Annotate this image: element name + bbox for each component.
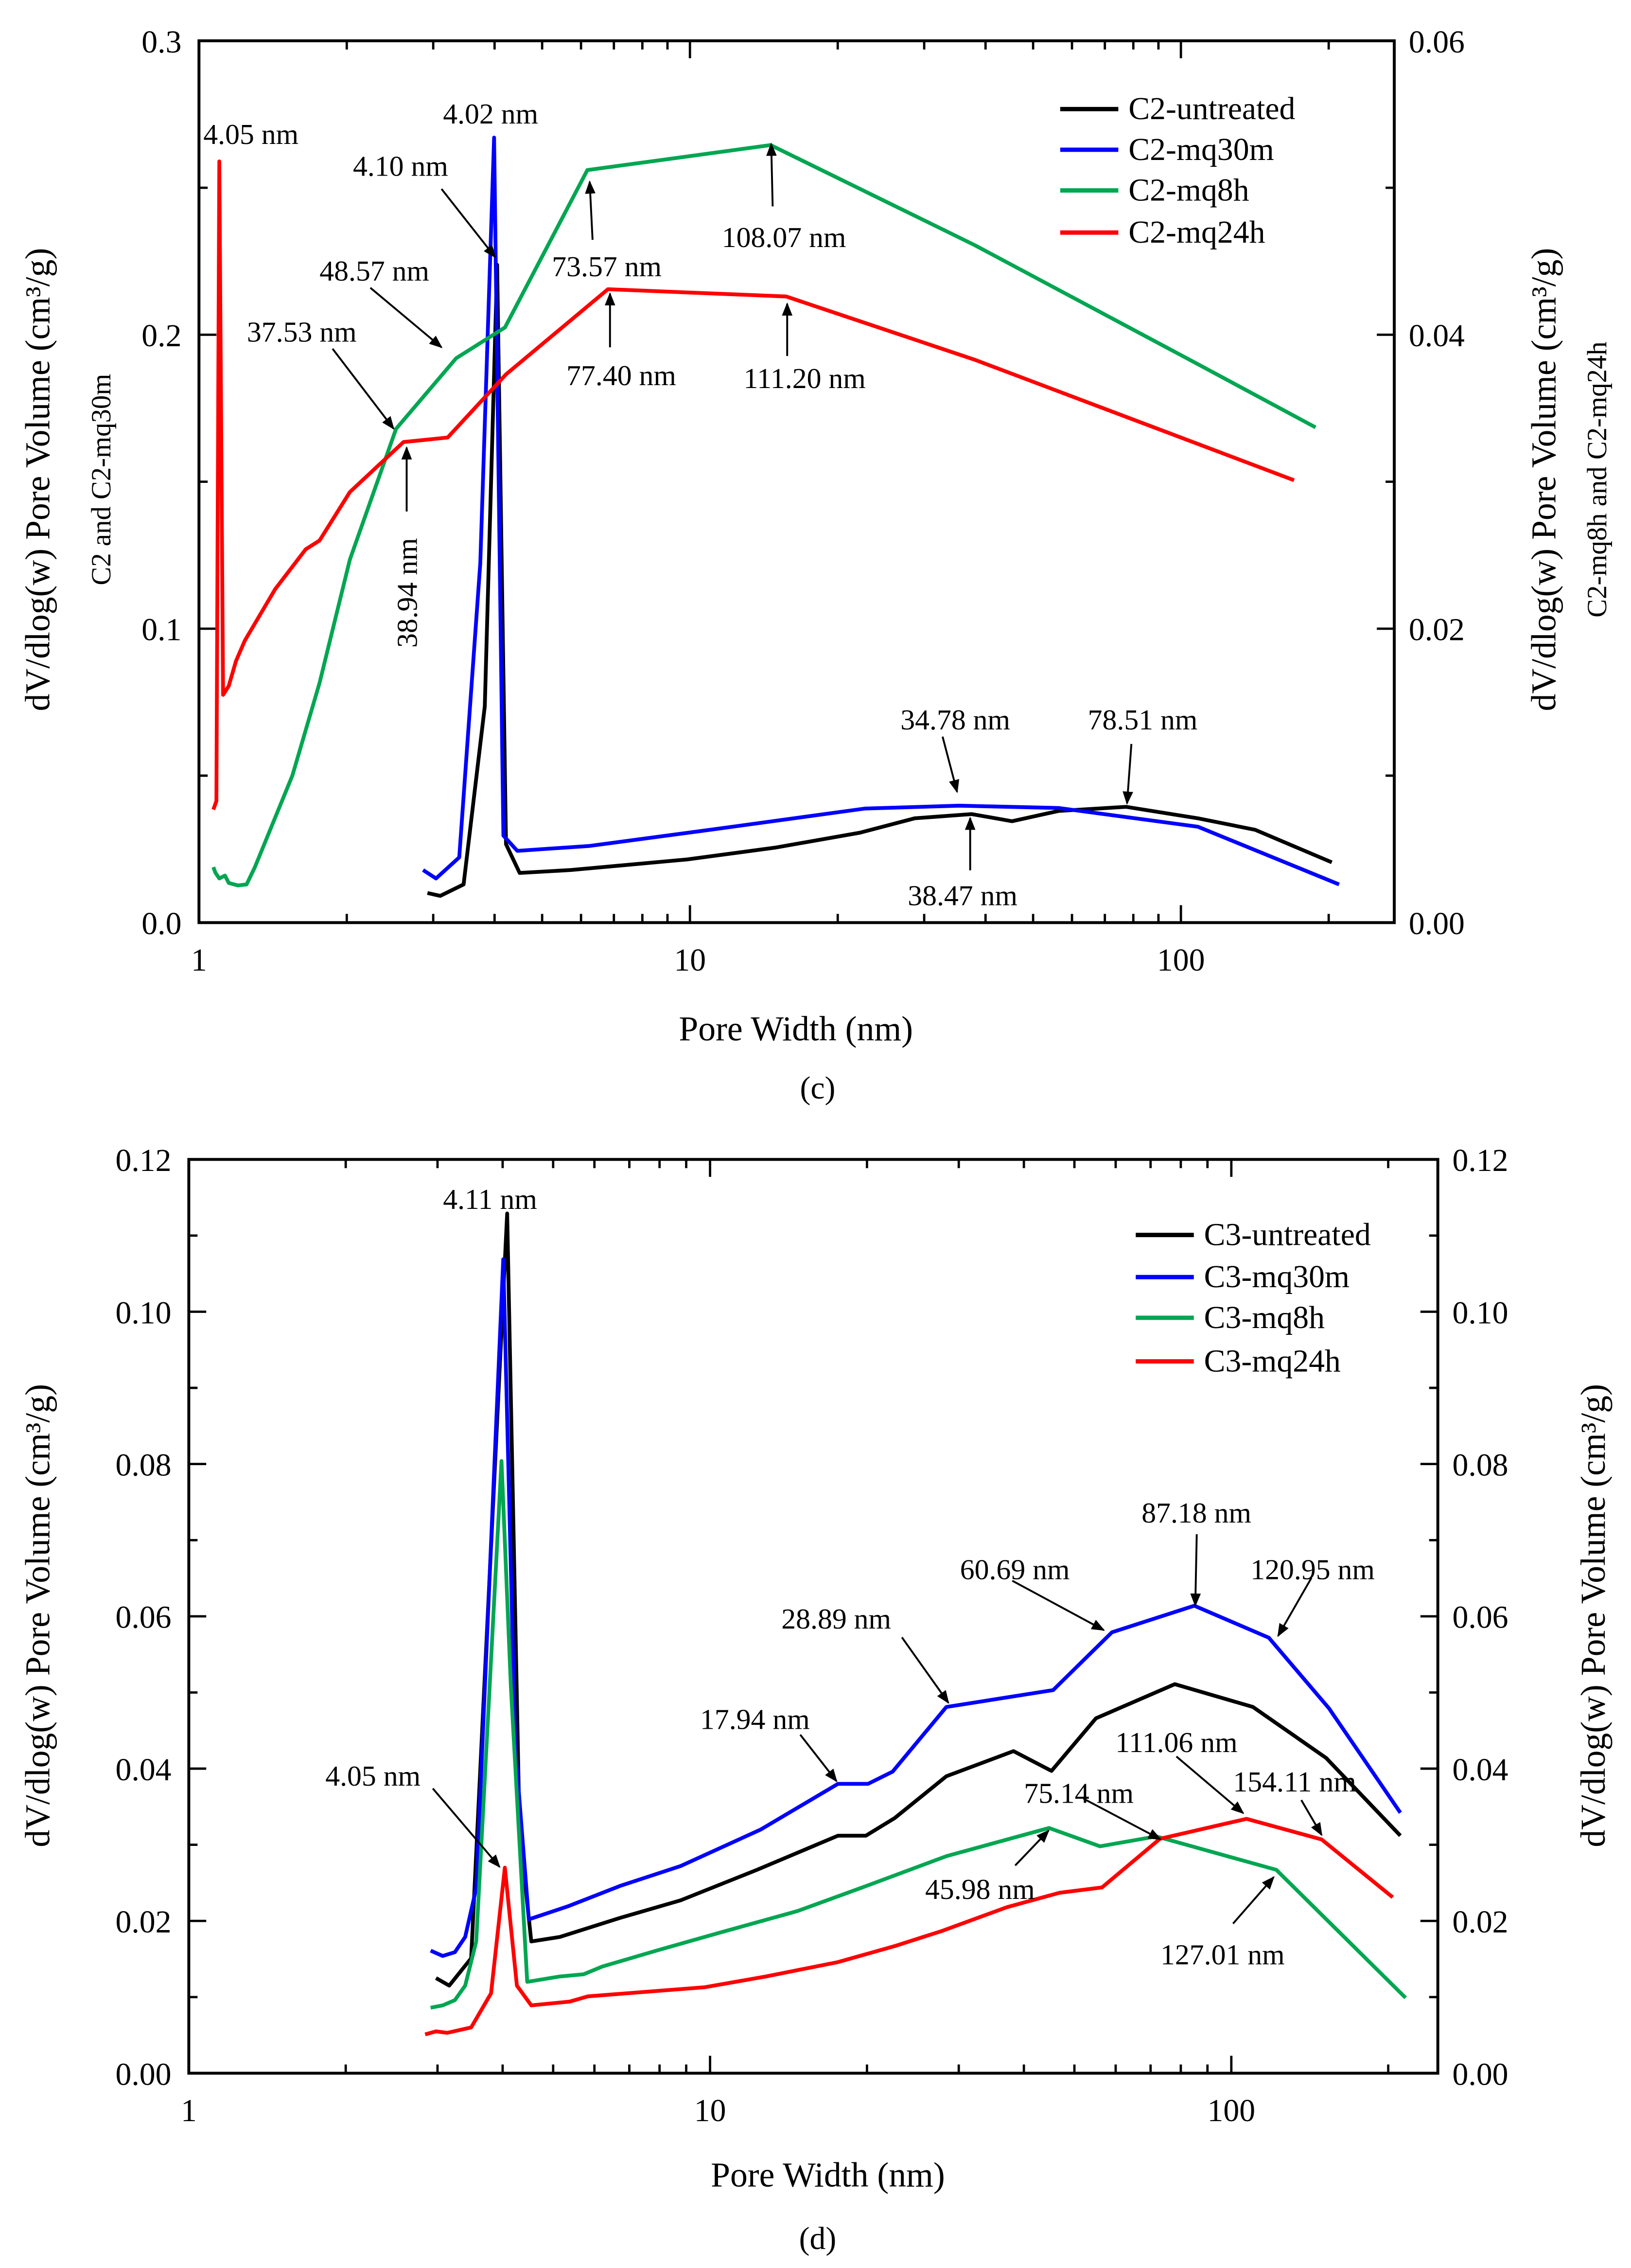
annotation-label: 108.07 nm [722,221,846,253]
annotation-arrow [585,180,596,240]
series-line-c3-untreated [435,1211,1402,1988]
y-right-tick-label: 0.00 [1453,2056,1508,2092]
annotation-label: 4.10 nm [353,150,448,182]
series-line-c2-untreated [427,263,1333,898]
series-line-c2-mq30m [422,135,1340,886]
annotation-label: 111.20 nm [744,362,866,394]
annotation-arrow [332,348,395,430]
y-left-tick-label: 0.3 [141,24,181,60]
annotation-label: 60.69 nm [960,1554,1070,1586]
annotation-label: 87.18 nm [1141,1497,1251,1529]
annotation-arrow [1232,1876,1275,1925]
annotation-arrow [1175,1755,1245,1814]
annotation-arrow [1300,1799,1323,1836]
legend-label: C2-mq30m [1128,132,1274,167]
legend-label: C3-mq30m [1204,1259,1350,1294]
panel-caption: (d) [799,2221,837,2256]
annotation-arrow [1277,1577,1313,1637]
annotation-arrow [1122,744,1133,805]
annotation-arrow [369,287,443,348]
annotation-arrow [1012,1579,1105,1631]
x-tick-label: 10 [674,942,706,978]
x-tick-label: 100 [1208,2093,1256,2128]
y-right-tick-label: 0.04 [1409,318,1465,354]
x-tick-label: 10 [694,2093,726,2128]
y-right-tick-label: 0.02 [1409,612,1465,648]
annotation-label: 45.98 nm [925,1873,1035,1905]
annotation-arrow [766,142,777,207]
annotation-label: 4.05 nm [325,1760,421,1792]
y-left-tick-label: 0.2 [141,318,181,354]
annotation-label: 4.11 nm [443,1183,537,1215]
annotation-label: 75.14 nm [1024,1777,1134,1809]
annotation-label: 127.01 nm [1160,1938,1285,1970]
y-left-tick-label: 0.04 [116,1752,172,1788]
y-left-tick-label: 0.1 [141,612,181,648]
y-left-axis-title: dV/dlog(w) Pore Volume (cm³/g) [18,248,57,711]
annotation-label: 17.94 nm [700,1703,810,1735]
annotation-label: 73.57 nm [552,250,662,283]
y-left-tick-label: 0.10 [116,1295,172,1330]
annotation-arrow [1190,1534,1201,1607]
y-right-tick-label: 0.10 [1453,1295,1508,1330]
annotation-label: 111.06 nm [1115,1726,1237,1758]
y-right-tick-label: 0.02 [1453,1904,1508,1940]
y-left-axis-title: dV/dlog(w) Pore Volume (cm³/g) [18,1384,57,1847]
annotation-arrow [1014,1829,1050,1866]
y-right-axis-title: dV/dlog(w) Pore Volume (cm³/g) [1525,248,1563,711]
y-right-tick-label: 0.08 [1453,1448,1508,1483]
panel-caption: (c) [800,1070,836,1106]
annotation-label: 78.51 nm [1088,704,1198,736]
x-tick-label: 100 [1157,942,1205,978]
y-right-axis-subtitle: C2-mq8h and C2-mq24h [1582,341,1613,617]
annotation-arrow [1083,1798,1162,1841]
annotation-label: 48.57 nm [319,255,429,287]
annotation-label: 4.05 nm [203,118,298,150]
legend-label: C2-untreated [1128,91,1295,126]
x-tick-label: 1 [181,2093,197,2128]
y-left-tick-label: 0.02 [116,1904,172,1940]
legend-label: C3-untreated [1204,1217,1371,1253]
annotation-arrow [799,1734,838,1783]
annotation-label: 77.40 nm [566,359,676,391]
y-right-tick-label: 0.06 [1409,24,1465,60]
annotation-arrow [432,1788,501,1868]
annotation-label: 34.78 nm [900,704,1010,736]
y-left-tick-label: 0.06 [116,1600,172,1635]
legend-label: C3-mq8h [1204,1300,1325,1335]
chart-panel-d: 1 10 100 0.00 0.02 0.04 0.06 0.08 0.10 0.12 0.00 0.… [18,1143,1613,2256]
legend-label: C2-mq24h [1128,214,1265,250]
annotation-label: 28.89 nm [781,1603,891,1635]
x-axis-title: Pore Width (nm) [711,2155,945,2194]
y-left-tick-label: 0.00 [116,2056,172,2092]
annotation-label: 37.53 nm [247,316,357,348]
y-left-tick-label: 0.08 [116,1448,172,1483]
x-tick-label: 1 [191,942,207,978]
chart-panel-c: 1 10 100 0.0 0.1 0.2 0.3 0.00 0.02 0.04 0.06 Pore W… [18,24,1613,1106]
annotation-label: 38.47 nm [908,879,1017,911]
annotation-arrow [440,188,496,259]
annotation-label: 38.94 nm [391,538,423,648]
y-left-tick-label: 0.12 [116,1143,172,1178]
annotation-label: 120.95 nm [1250,1554,1375,1586]
y-left-tick-label: 0.0 [141,906,181,941]
legend-label: C2-mq8h [1128,173,1249,208]
y-left-axis-subtitle: C2 and C2-mq30m [86,374,117,585]
y-right-tick-label: 0.06 [1453,1600,1508,1635]
series-line-c3-mq8h [430,1459,1407,2010]
series-line-c3-mq30m [430,1257,1402,1958]
annotation-arrow [901,1637,949,1704]
y-right-axis-title: dV/dlog(w) Pore Volume (cm³/g) [1574,1384,1613,1847]
annotation-label: 4.02 nm [443,98,538,130]
y-right-tick-label: 0.04 [1453,1752,1508,1788]
series-line-c3-mq24h [424,1817,1394,2037]
annotation-arrow [942,736,960,794]
legend-label: C3-mq24h [1204,1343,1341,1379]
y-right-tick-label: 0.12 [1453,1143,1508,1178]
y-right-tick-label: 0.00 [1409,906,1465,941]
x-axis-title: Pore Width (nm) [679,1009,913,1048]
series-line-c2-mq24h [211,159,1295,811]
annotation-label: 154.11 nm [1233,1766,1356,1798]
